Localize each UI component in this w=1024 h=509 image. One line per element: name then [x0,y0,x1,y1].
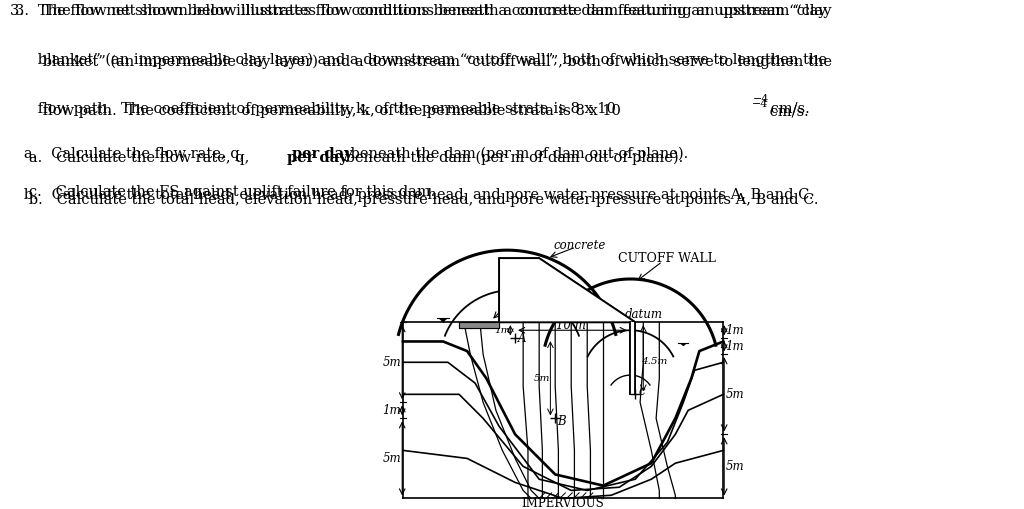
Text: per day: per day [287,151,347,165]
Text: 5m: 5m [383,452,401,465]
Text: cm/s.: cm/s. [765,104,809,119]
Text: 5m: 5m [725,388,743,401]
Text: 5m: 5m [383,356,401,369]
Text: b.   Calculate the total head, elevation head, pressure head, and pore water pre: b. Calculate the total head, elevation h… [10,188,814,203]
Text: blanket” (an impermeable clay layer) and a downstream “cutoff wall”, both of whi: blanket” (an impermeable clay layer) and… [10,53,827,67]
Text: −4: −4 [753,94,769,104]
Text: 1m: 1m [725,324,743,337]
Text: 1m: 1m [725,340,743,353]
Text: "BLANKET": "BLANKET" [507,290,579,303]
Text: 4.5m: 4.5m [641,357,668,366]
Text: a.   Calculate the flow rate, q,: a. Calculate the flow rate, q, [15,151,254,165]
Polygon shape [438,318,447,322]
Text: per day: per day [292,147,352,161]
Bar [459,322,499,328]
Polygon shape [499,258,635,322]
Bar [459,322,499,328]
Text: CUTOFF WALL: CUTOFF WALL [618,251,716,265]
Text: a.   Calculate the flow rate, q,: a. Calculate the flow rate, q, [10,147,249,161]
Text: 1m: 1m [383,404,401,417]
Polygon shape [680,343,687,346]
Bar [630,322,635,394]
Text: datum: datum [625,308,663,321]
Text: A: A [517,332,526,345]
Text: 5m: 5m [725,460,743,473]
Text: B: B [558,415,566,428]
Text: 5m: 5m [535,374,551,383]
Polygon shape [499,258,635,322]
Text: 3.   The flow net shown below illustrates flow conditions beneath a concrete dam: 3. The flow net shown below illustrates … [15,4,831,18]
Text: 10 m: 10 m [556,319,586,332]
Text: beneath the dam (per m of dam out-of-plane).: beneath the dam (per m of dam out-of-pla… [346,147,688,161]
Text: concrete: concrete [553,239,605,252]
Text: c: c [639,385,645,398]
Text: c.   Calculate the FS against uplift failure for this dam.: c. Calculate the FS against uplift failu… [15,185,435,200]
Text: beneath the dam (per m of dam out-of-plane).: beneath the dam (per m of dam out-of-pla… [341,151,683,165]
Text: −4: −4 [752,99,768,108]
Text: 3.   The flow net shown below illustrates flow conditions beneath a concrete dam: 3. The flow net shown below illustrates … [10,4,826,18]
Text: IMPERVIOUS: IMPERVIOUS [522,497,604,509]
Text: b.   Calculate the total head, elevation head, pressure head, and pore water pre: b. Calculate the total head, elevation h… [15,193,819,208]
Polygon shape [499,258,635,322]
Text: blanket” (an impermeable clay layer) and a downstream “cutoff wall”, both of whi: blanket” (an impermeable clay layer) and… [15,54,833,69]
Text: flow path.  The coefficient of permeability, k, of the permeable strata is 8 x 1: flow path. The coefficient of permeabili… [15,104,622,119]
Text: 1m: 1m [494,326,511,335]
Text: CLAY: CLAY [512,280,545,294]
Text: flow path.  The coefficient of permeability, k, of the permeable strata is 8 x 1: flow path. The coefficient of permeabili… [10,102,616,116]
Text: cm/s.: cm/s. [766,102,810,116]
